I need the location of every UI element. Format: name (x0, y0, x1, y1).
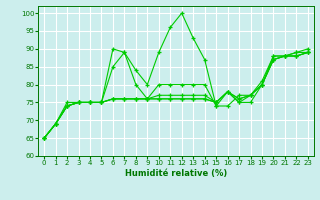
X-axis label: Humidité relative (%): Humidité relative (%) (125, 169, 227, 178)
